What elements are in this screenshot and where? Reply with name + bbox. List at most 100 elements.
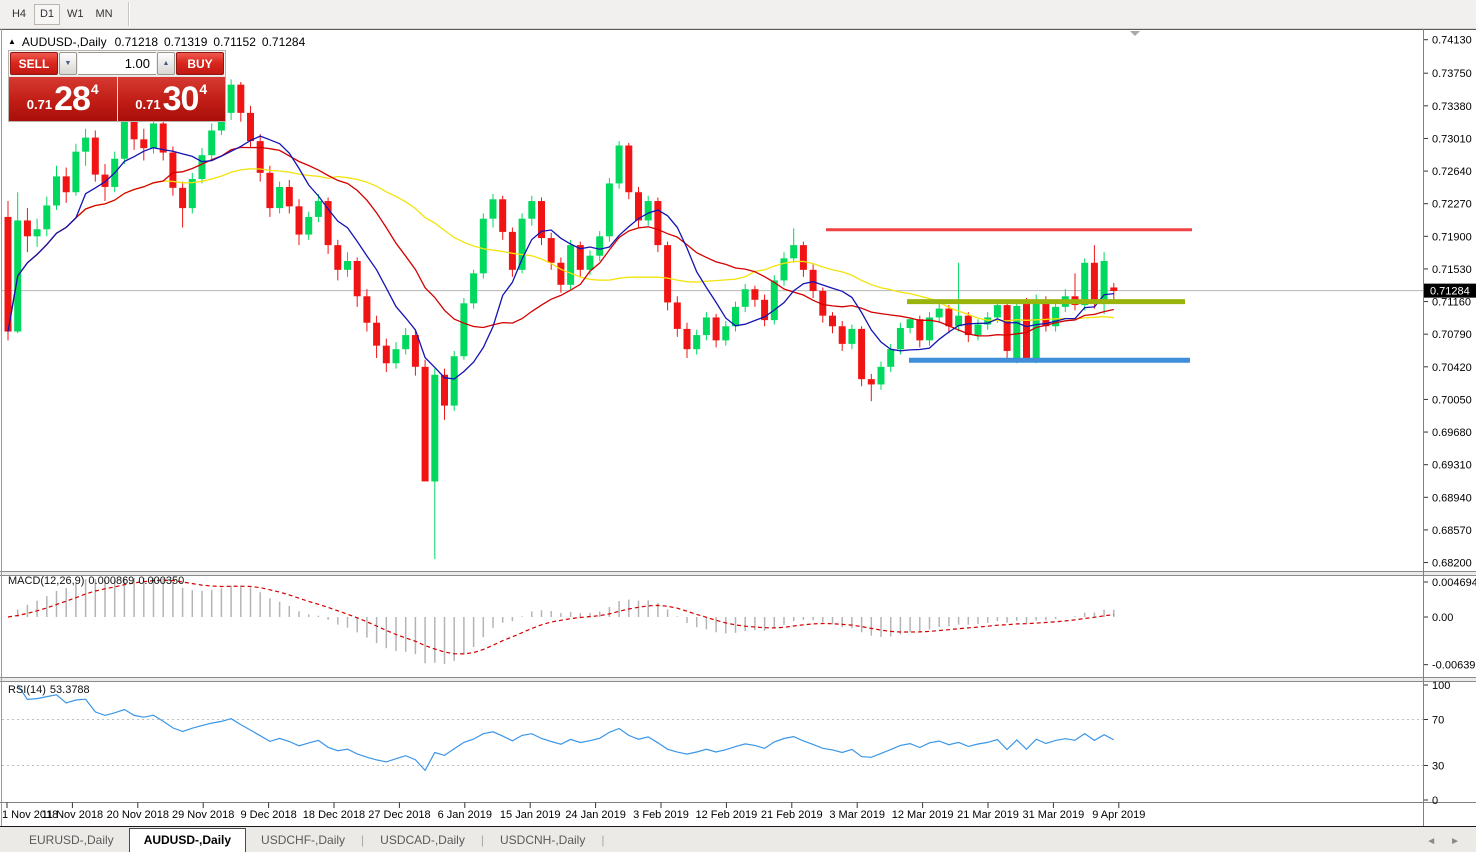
candle-body — [809, 269, 817, 291]
candle-body — [188, 179, 196, 209]
timeframe-toolbar: H4 D1 W1 MN — [0, 0, 1476, 29]
macd-axis[interactable]: 0.004694 0.00 -0.00639 — [1424, 577, 1476, 672]
candle-body — [1013, 305, 1021, 358]
candle-body — [266, 172, 274, 209]
rsi-tick-label: 100 — [1432, 680, 1450, 692]
candle-body — [751, 289, 759, 300]
candle-body — [1032, 299, 1040, 358]
candle-body — [935, 308, 943, 318]
buy-button[interactable]: BUY — [176, 52, 224, 75]
macd-tick-label: -0.00639 — [1432, 660, 1475, 672]
price-tick-label: 0.73750 — [1432, 68, 1472, 80]
tabs-scroll-left-icon[interactable]: ◄ — [1426, 836, 1437, 847]
candle-body — [790, 245, 798, 259]
candle-body — [780, 258, 788, 281]
candle-body — [683, 328, 691, 350]
date-tick-label: 6 Jan 2019 — [438, 809, 492, 821]
candle-body — [373, 322, 381, 346]
candle-body — [227, 84, 235, 113]
candle-body — [489, 199, 497, 219]
date-tick-label: 21 Feb 2019 — [761, 809, 823, 821]
candle-body — [955, 315, 963, 327]
ohlc-high-value: 0.71319 — [164, 35, 208, 49]
date-tick-label: 3 Mar 2019 — [829, 809, 885, 821]
price-tick-label: 0.69310 — [1432, 460, 1472, 472]
macd-main-value: 0.000869 — [88, 575, 135, 587]
timeframe-mn-button[interactable]: MN — [91, 4, 118, 25]
ohlc-open-value: 0.71218 — [114, 35, 158, 49]
candle-body — [877, 366, 885, 385]
sell-price-big: 28 — [54, 80, 91, 118]
macd-signal-line — [7, 579, 1114, 655]
volume-increase-button[interactable]: ▲ — [157, 52, 175, 75]
candle-body — [411, 335, 419, 367]
tabs-scroll-right-icon[interactable]: ► — [1450, 836, 1460, 847]
candle-body — [615, 145, 623, 184]
candle-body — [576, 245, 584, 270]
candle-body — [945, 308, 953, 327]
volume-input[interactable] — [78, 52, 156, 75]
date-tick-label: 15 Jan 2019 — [500, 809, 561, 821]
candle-body — [470, 273, 478, 304]
candle-body — [974, 324, 982, 336]
candle-body — [82, 137, 90, 152]
volume-decrease-button[interactable]: ▼ — [59, 52, 77, 75]
candle-body — [4, 216, 12, 332]
sell-button[interactable]: SELL — [10, 52, 58, 75]
date-tick-label: 12 Feb 2019 — [696, 809, 758, 821]
sell-price-prefix: 0.71 — [26, 96, 53, 112]
price-tick-label: 0.71530 — [1432, 264, 1472, 276]
symbol-tabbar: EURUSD-,Daily AUDUSD-,Daily USDCHF-,Dail… — [0, 826, 1476, 852]
date-tick-label: 18 Dec 2018 — [303, 809, 365, 821]
rsi-value: 53.3788 — [49, 684, 90, 696]
panel-splitter[interactable] — [0, 677, 1476, 682]
candle-body — [887, 349, 895, 367]
tab-usdcad-daily[interactable]: USDCAD-,Daily — [380, 833, 465, 847]
tab-audusd-daily[interactable]: AUDUSD-,Daily — [128, 828, 247, 852]
timeframe-d1-button[interactable]: D1 — [34, 3, 60, 25]
candle-body — [732, 306, 739, 327]
panel-splitter[interactable] — [0, 571, 1476, 576]
candle-body — [382, 345, 390, 364]
rsi-axis[interactable]: 100 70 30 0 — [1424, 680, 1450, 807]
price-tick-label: 0.68940 — [1432, 492, 1472, 504]
date-tick-label: 21 Mar 2019 — [957, 809, 1019, 821]
sell-price-pip: 4 — [90, 81, 99, 97]
buy-price-box[interactable]: 0.71 30 4 — [117, 77, 225, 121]
candle-body — [664, 245, 672, 303]
candle-body — [324, 201, 332, 246]
candle-body — [673, 302, 681, 329]
tab-usdchf-daily[interactable]: USDCHF-,Daily — [261, 833, 346, 847]
candle-body — [353, 261, 361, 297]
date-tick-label: 24 Jan 2019 — [565, 809, 626, 821]
candle-body — [926, 317, 933, 341]
collapse-icon[interactable]: ▲ — [8, 37, 16, 46]
candle-body — [712, 317, 720, 341]
timeframe-h4-button[interactable]: H4 — [6, 4, 32, 25]
price-chart-canvas[interactable]: 0.74130 0.73750 0.73380 0.73010 0.72640 0.722… — [0, 29, 1476, 826]
chart-shift-marker-icon[interactable] — [1130, 31, 1140, 36]
candle-body — [693, 335, 701, 350]
date-tick-label: 3 Feb 2019 — [633, 809, 689, 821]
date-tick-label: 29 Nov 2018 — [172, 809, 234, 821]
candle-body — [305, 216, 313, 235]
candle-body — [460, 303, 468, 357]
fast-ma-line — [7, 135, 1114, 380]
candle-body — [596, 236, 604, 256]
candle-body — [198, 155, 206, 180]
sell-price-box[interactable]: 0.71 28 4 — [9, 77, 118, 121]
rsi-line — [17, 684, 1115, 772]
timeframe-w1-button[interactable]: W1 — [62, 4, 89, 25]
tab-usdcnh-daily[interactable]: USDCNH-,Daily — [499, 833, 586, 847]
tab-eurusd-daily[interactable]: EURUSD-,Daily — [29, 833, 114, 847]
chart-area: 0.74130 0.73750 0.73380 0.73010 0.72640 0.722… — [0, 29, 1476, 826]
candle-body — [1090, 262, 1098, 300]
price-axis[interactable]: 0.74130 0.73750 0.73380 0.73010 0.72640 0.722… — [1424, 35, 1476, 570]
candle-body — [256, 141, 264, 173]
candle-body — [431, 374, 439, 482]
slow-ma-line — [7, 168, 1114, 332]
candle-body — [441, 374, 448, 406]
candle-body — [421, 366, 429, 482]
